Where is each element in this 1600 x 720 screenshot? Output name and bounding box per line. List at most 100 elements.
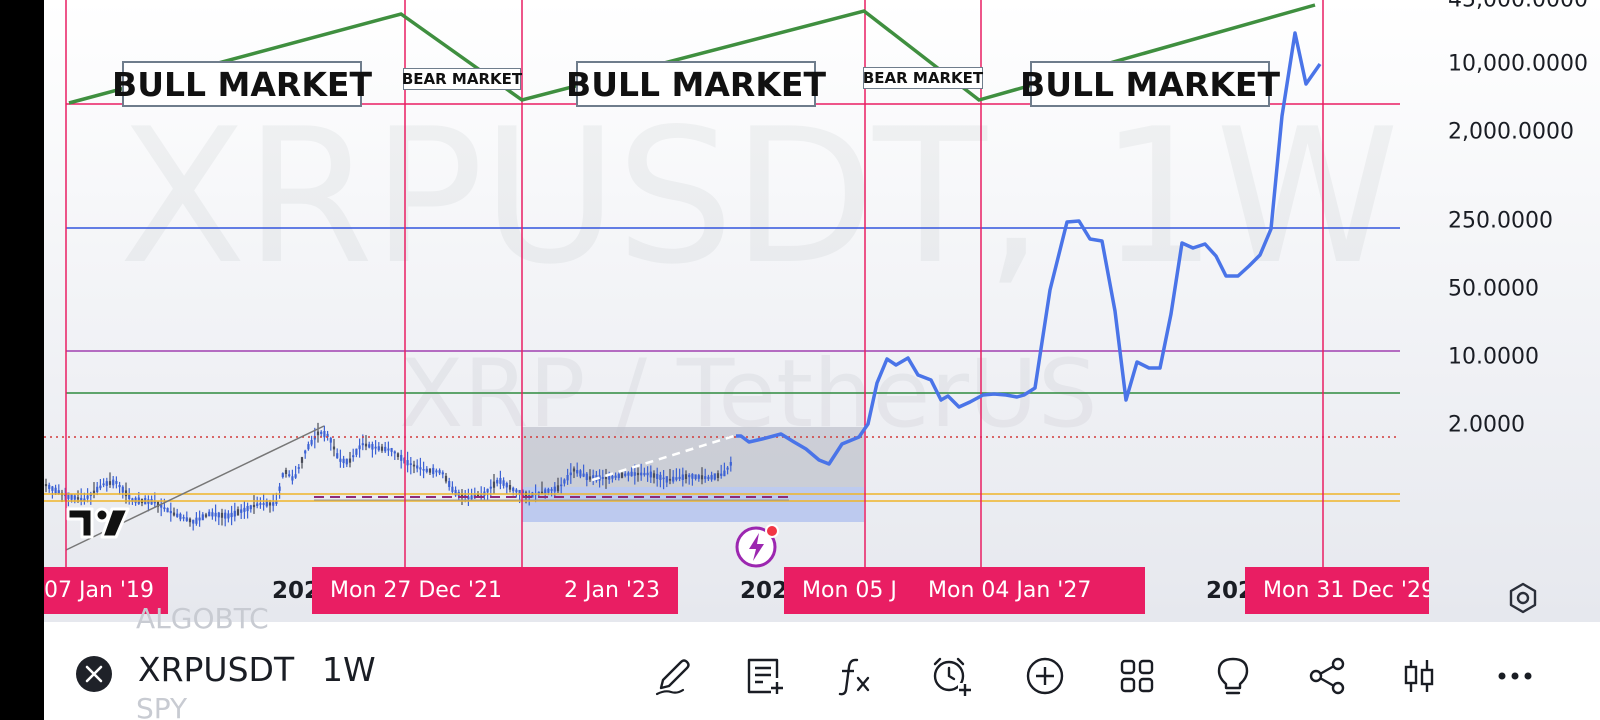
candle-body: [419, 467, 422, 470]
candle-body: [572, 468, 576, 472]
candle-body: [579, 470, 582, 477]
bear-market-label-1[interactable]: BEAR MARKET: [401, 68, 523, 90]
candle-body: [99, 485, 102, 489]
add-note-button[interactable]: [738, 651, 788, 701]
candle-body: [496, 479, 499, 484]
lightning-alert-icon[interactable]: [732, 519, 784, 571]
candle-body: [198, 517, 201, 521]
candle-body: [131, 498, 134, 502]
date-badge-2023[interactable]: 2 Jan '23: [512, 567, 678, 614]
date-badge-2029[interactable]: Mon 31 Dec '29: [1245, 567, 1429, 614]
candle-body: [364, 443, 368, 447]
bull-market-label-2[interactable]: BULL MARKET: [566, 61, 826, 107]
candle-body: [435, 470, 438, 473]
candle-body: [51, 486, 54, 491]
candle-body: [233, 510, 236, 517]
date-badge-2019[interactable]: 07 Jan '19: [44, 567, 168, 614]
candle-body: [614, 475, 617, 478]
candle-body: [361, 443, 364, 446]
candle-body: [297, 467, 300, 469]
candle-body: [499, 478, 502, 484]
candle-body: [512, 487, 515, 492]
candle-body: [550, 489, 553, 491]
candle-body: [396, 453, 400, 457]
candle-body: [102, 483, 105, 486]
candle-body: [492, 481, 496, 488]
candle-body: [230, 512, 233, 518]
candle-body: [262, 503, 265, 505]
candle-body: [217, 512, 220, 518]
candle-body: [86, 495, 89, 499]
layout-button[interactable]: [1112, 651, 1162, 701]
symbol-name[interactable]: XRPUSDT: [138, 650, 295, 689]
chart-type-button[interactable]: [1394, 651, 1444, 701]
candle-body: [278, 486, 281, 491]
candle-body: [112, 479, 115, 486]
candle-body: [80, 497, 83, 501]
ghost-next-symbol[interactable]: SPY: [136, 692, 188, 720]
candle-body: [643, 472, 646, 476]
date-badge-2025[interactable]: Mon 05 J: [784, 567, 926, 614]
candle-body: [662, 477, 665, 480]
candle-body: [723, 470, 726, 477]
more-button[interactable]: [1490, 651, 1540, 701]
candle-body: [544, 489, 547, 494]
candle-body: [291, 476, 294, 481]
date-badge-2027-text: Mon 04 Jan '27: [928, 578, 1092, 603]
add-alert-button[interactable]: [926, 651, 976, 701]
candle-body: [409, 463, 412, 465]
candle-body: [681, 474, 684, 480]
grid-icon: [1120, 659, 1154, 693]
add-note-icon: [747, 658, 783, 694]
price-label-2000: 2,000.0000: [1448, 119, 1574, 145]
date-badge-2023-text: 2 Jan '23: [564, 578, 660, 603]
candle-body: [92, 490, 96, 494]
candle-body: [633, 472, 636, 476]
tradingview-logo-icon[interactable]: [66, 505, 130, 541]
candle-body: [585, 473, 588, 481]
candle-body: [451, 486, 454, 492]
interval-button[interactable]: 1W: [322, 650, 376, 689]
date-badge-2027[interactable]: Mon 04 Jan '27: [916, 567, 1145, 614]
symbol-close-icon[interactable]: [76, 656, 112, 692]
candle-body: [470, 495, 473, 500]
candle-body: [179, 513, 182, 520]
candle-body: [387, 448, 390, 451]
price-label-10000: 10,000.0000: [1448, 51, 1588, 77]
axis-settings-icon[interactable]: [1504, 579, 1542, 617]
candle-body: [675, 477, 678, 480]
candle-body: [323, 430, 326, 438]
candle-body: [476, 493, 480, 498]
chart-area[interactable]: XRPUSDT, 1W XRP / TetherUS: [44, 0, 1600, 622]
candle-body: [288, 474, 291, 477]
share-button[interactable]: [1302, 651, 1352, 701]
add-button[interactable]: [1020, 651, 1070, 701]
ghost-prev-symbol[interactable]: ALGOBTC: [136, 602, 269, 635]
indicators-button[interactable]: [830, 651, 880, 701]
candle-body: [316, 431, 320, 436]
bear-market-label-2[interactable]: BEAR MARKET: [862, 67, 984, 89]
candle-body: [227, 513, 230, 519]
candle-body: [265, 501, 268, 507]
candle-body: [294, 474, 297, 478]
bull-market-label-1[interactable]: BULL MARKET: [112, 61, 372, 107]
candle-body: [704, 476, 707, 480]
candle-body: [502, 480, 505, 486]
candle-body: [201, 514, 204, 521]
candle-body: [352, 455, 355, 458]
candle-body: [556, 485, 560, 492]
draw-button[interactable]: [648, 651, 698, 701]
function-icon: [838, 658, 870, 696]
bull-market-label-3[interactable]: BULL MARKET: [1020, 61, 1280, 107]
candle-body: [236, 509, 240, 516]
candle-body: [163, 507, 166, 510]
projection-line: [736, 31, 1322, 466]
candle-body: [313, 436, 316, 440]
symbol-watermark: XRPUSDT, 1W: [119, 88, 1399, 305]
candle-body: [348, 458, 352, 463]
candle-body: [329, 438, 332, 443]
candle-body: [208, 511, 211, 517]
ideas-button[interactable]: [1208, 651, 1258, 701]
candle-body: [624, 473, 627, 476]
candle-body: [224, 512, 227, 519]
